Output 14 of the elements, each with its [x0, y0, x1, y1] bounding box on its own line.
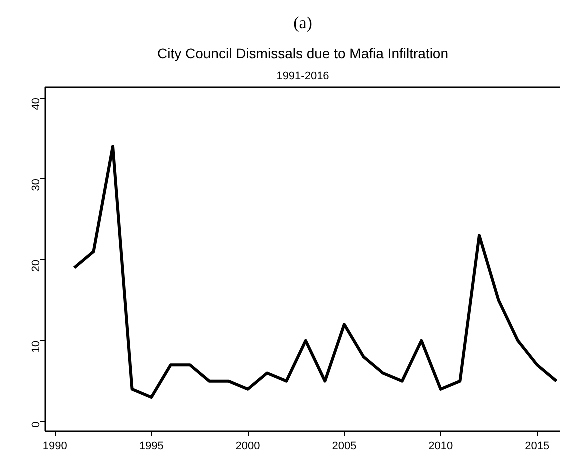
x-tick-label: 1990 [42, 440, 68, 452]
x-tick-label: 2015 [525, 440, 550, 452]
text: (a) [294, 14, 312, 32]
x-tick-label: 1995 [139, 440, 164, 452]
chart-subtitle: 1991-2016 [276, 70, 330, 82]
x-tick-label: 2000 [236, 440, 260, 452]
y-tick-label: 30 [30, 178, 42, 192]
y-tick-label: 0 [30, 422, 42, 428]
x-tick-label: 2010 [428, 440, 454, 452]
x-tick-label: 2005 [332, 440, 357, 452]
y-tick-label: 40 [30, 98, 42, 110]
chart-title: City Council Dismissals due to Mafia Infiltration [158, 46, 449, 62]
y-tick-label: 20 [30, 260, 42, 272]
y-tick-label: 10 [30, 340, 42, 354]
